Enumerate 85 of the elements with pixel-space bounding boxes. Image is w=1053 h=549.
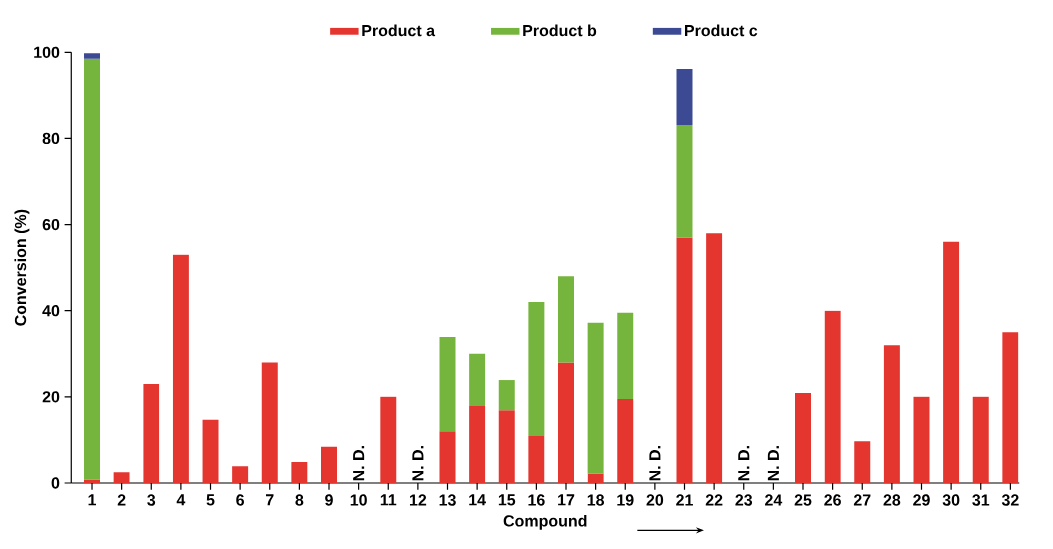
bar — [795, 392, 811, 483]
bar — [469, 405, 486, 483]
y-tick-label: 20 — [42, 391, 60, 403]
bar — [172, 254, 189, 483]
x-tick-label: 20 — [646, 494, 664, 506]
x-tick-label: 29 — [913, 494, 930, 506]
bar — [202, 419, 219, 483]
legend-label: Product a — [362, 24, 436, 37]
x-tick-label: 7 — [266, 494, 274, 506]
bar — [617, 399, 634, 483]
x-tick-label: 16 — [528, 494, 545, 506]
bar — [943, 241, 960, 483]
bar — [676, 125, 693, 238]
annotation: N. D. — [767, 446, 779, 481]
bar — [913, 396, 930, 483]
bar — [676, 237, 693, 483]
bar — [528, 302, 545, 437]
x-tick-label: 9 — [325, 494, 333, 506]
x-tick-label: 12 — [409, 494, 427, 506]
bar — [113, 472, 130, 483]
x-tick-label: 1 — [88, 494, 97, 506]
legend-label: Product b — [523, 24, 597, 37]
bar — [558, 362, 574, 483]
x-tick-label: 22 — [705, 494, 723, 506]
bar — [706, 233, 723, 483]
bar — [261, 362, 278, 483]
annotation: N. D. — [649, 446, 661, 481]
bar — [232, 466, 249, 483]
x-tick-label: 25 — [794, 494, 812, 506]
x-tick-label: 19 — [617, 494, 634, 506]
bar — [824, 310, 841, 483]
x-tick-label: 13 — [439, 494, 456, 506]
annotation: N. D. — [353, 446, 365, 481]
x-tick-label: 6 — [236, 494, 245, 506]
bar — [498, 380, 515, 411]
bar — [676, 69, 693, 126]
y-tick-label: 40 — [42, 305, 60, 317]
bar — [439, 336, 456, 432]
legend-label: Product c — [685, 24, 758, 37]
bar — [291, 461, 308, 483]
x-tick-label: 5 — [206, 494, 215, 506]
x-tick-label: 3 — [147, 494, 156, 506]
bar — [321, 446, 337, 483]
bar — [498, 410, 515, 483]
bar — [854, 441, 871, 483]
bar — [558, 276, 574, 363]
y-tick-label: 80 — [42, 132, 60, 145]
bar — [439, 431, 456, 483]
x-tick-label: 10 — [350, 494, 367, 506]
x-tick-label: 28 — [883, 494, 901, 506]
x-tick-label: 18 — [587, 494, 605, 506]
x-tick-label: 15 — [498, 494, 516, 506]
x-tick-label: 26 — [824, 494, 841, 506]
x-tick-label: 4 — [176, 494, 186, 506]
x-tick-label: 11 — [380, 494, 397, 506]
x-tick-label: 32 — [1001, 494, 1019, 506]
x-tick-label: 17 — [558, 494, 575, 506]
x-axis-title: Compound — [503, 514, 587, 530]
bar — [972, 396, 989, 483]
x-tick-label: 14 — [469, 494, 486, 506]
x-tick-label: 8 — [295, 494, 304, 506]
bar — [84, 53, 101, 59]
bar — [617, 312, 634, 400]
bar — [587, 322, 604, 474]
bar — [883, 345, 900, 483]
x-tick-label: 27 — [853, 494, 871, 506]
x-tick-label: 24 — [765, 494, 783, 506]
y-tick-label: 0 — [51, 477, 60, 489]
y-tick-label: 60 — [42, 218, 60, 231]
bar — [143, 383, 160, 483]
y-axis-title: Conversion (%) — [14, 209, 30, 326]
bar — [469, 353, 486, 406]
annotation: N. D. — [412, 446, 424, 481]
bar — [380, 396, 397, 483]
x-tick-label: 2 — [117, 494, 126, 506]
bar — [587, 473, 604, 483]
bar — [84, 58, 101, 480]
x-tick-label: 21 — [676, 494, 693, 506]
y-tick-label: 100 — [34, 46, 60, 58]
x-tick-label: 31 — [972, 494, 990, 506]
bar — [528, 436, 545, 483]
bar — [1002, 332, 1019, 483]
x-tick-label: 30 — [942, 494, 960, 506]
annotation: N. D. — [738, 446, 750, 481]
x-tick-label: 23 — [735, 494, 753, 506]
